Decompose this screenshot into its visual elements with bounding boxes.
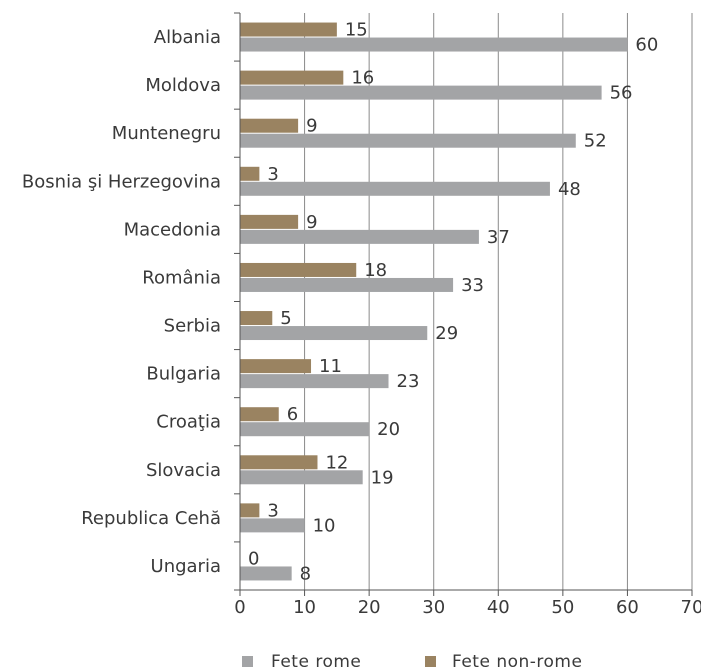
value-label-nonrome: 18 — [364, 260, 387, 281]
bar-rome — [240, 181, 550, 196]
x-tick-label: 30 — [422, 597, 445, 618]
x-tick-label: 60 — [616, 597, 639, 618]
bar-rome — [240, 422, 370, 437]
value-label-nonrome: 3 — [267, 164, 278, 185]
x-tick-label: 50 — [551, 597, 574, 618]
x-tick-label: 20 — [358, 597, 381, 618]
value-label-rome: 19 — [371, 467, 394, 488]
bar-nonrome — [240, 22, 337, 37]
category-label: Macedonia — [124, 219, 221, 240]
bar-rome — [240, 518, 305, 533]
value-label-rome: 10 — [313, 515, 336, 536]
x-tick-label: 0 — [234, 597, 245, 618]
value-label-nonrome: 12 — [325, 452, 348, 473]
x-tick-label: 40 — [487, 597, 510, 618]
category-label: Croaţia — [156, 412, 221, 433]
category-label: Slovacia — [146, 460, 221, 481]
value-label-nonrome: 6 — [287, 404, 298, 425]
bar-nonrome — [240, 311, 273, 326]
bar-nonrome — [240, 407, 279, 422]
bar-rome — [240, 37, 628, 52]
bar-nonrome — [240, 214, 299, 229]
category-label: Albania — [154, 27, 221, 48]
bar-rome — [240, 133, 576, 148]
value-label-rome: 60 — [635, 35, 658, 56]
value-label-nonrome: 0 — [248, 548, 259, 569]
value-label-nonrome: 9 — [306, 212, 317, 233]
bar-rome — [240, 470, 363, 485]
legend-swatch-nonrome — [425, 656, 436, 667]
bars — [240, 22, 628, 581]
bar-rome — [240, 85, 602, 100]
legend: Fete rome Fete non-rome — [242, 652, 582, 671]
value-label-nonrome: 15 — [345, 20, 368, 41]
value-label-rome: 48 — [558, 179, 581, 200]
value-label-rome: 8 — [300, 563, 311, 584]
bar-nonrome — [240, 118, 299, 133]
category-label: Bulgaria — [146, 364, 221, 385]
value-label-nonrome: 5 — [280, 308, 291, 329]
bar-rome — [240, 566, 292, 581]
bar-rome — [240, 374, 389, 389]
bar-nonrome — [240, 70, 344, 85]
value-label-nonrome: 3 — [267, 500, 278, 521]
bar-nonrome — [240, 503, 260, 518]
value-label-nonrome: 16 — [351, 68, 374, 89]
value-label-rome: 33 — [461, 275, 484, 296]
x-tick-label: 70 — [681, 597, 701, 618]
bar-rome — [240, 229, 479, 244]
bar-nonrome — [240, 359, 312, 374]
bar-rome — [240, 277, 454, 292]
legend-label-nonrome: Fete non-rome — [452, 652, 582, 671]
value-label-rome: 23 — [397, 371, 420, 392]
value-label-rome: 29 — [435, 323, 458, 344]
bar-nonrome — [240, 455, 318, 470]
legend-swatch-rome — [242, 656, 253, 667]
category-label: România — [142, 267, 221, 288]
value-label-rome: 52 — [584, 131, 607, 152]
value-label-rome: 37 — [487, 227, 510, 248]
value-label-rome: 56 — [610, 83, 633, 104]
category-label: Moldova — [145, 75, 221, 96]
category-label: Muntenegru — [112, 123, 221, 144]
legend-label-rome: Fete rome — [271, 652, 361, 671]
value-label-nonrome: 9 — [306, 116, 317, 137]
category-label: Republica Cehă — [81, 508, 221, 529]
bar-rome — [240, 326, 428, 341]
category-label: Bosnia şi Herzegovina — [22, 171, 221, 192]
bar-nonrome — [240, 262, 357, 277]
value-label-nonrome: 11 — [319, 356, 342, 377]
gridlines — [304, 13, 693, 590]
category-label: Ungaria — [151, 556, 221, 577]
axes — [234, 12, 693, 596]
bar-nonrome — [240, 166, 260, 181]
value-label-rome: 20 — [377, 419, 400, 440]
x-tick-label: 10 — [293, 597, 316, 618]
category-label: Serbia — [164, 316, 221, 337]
